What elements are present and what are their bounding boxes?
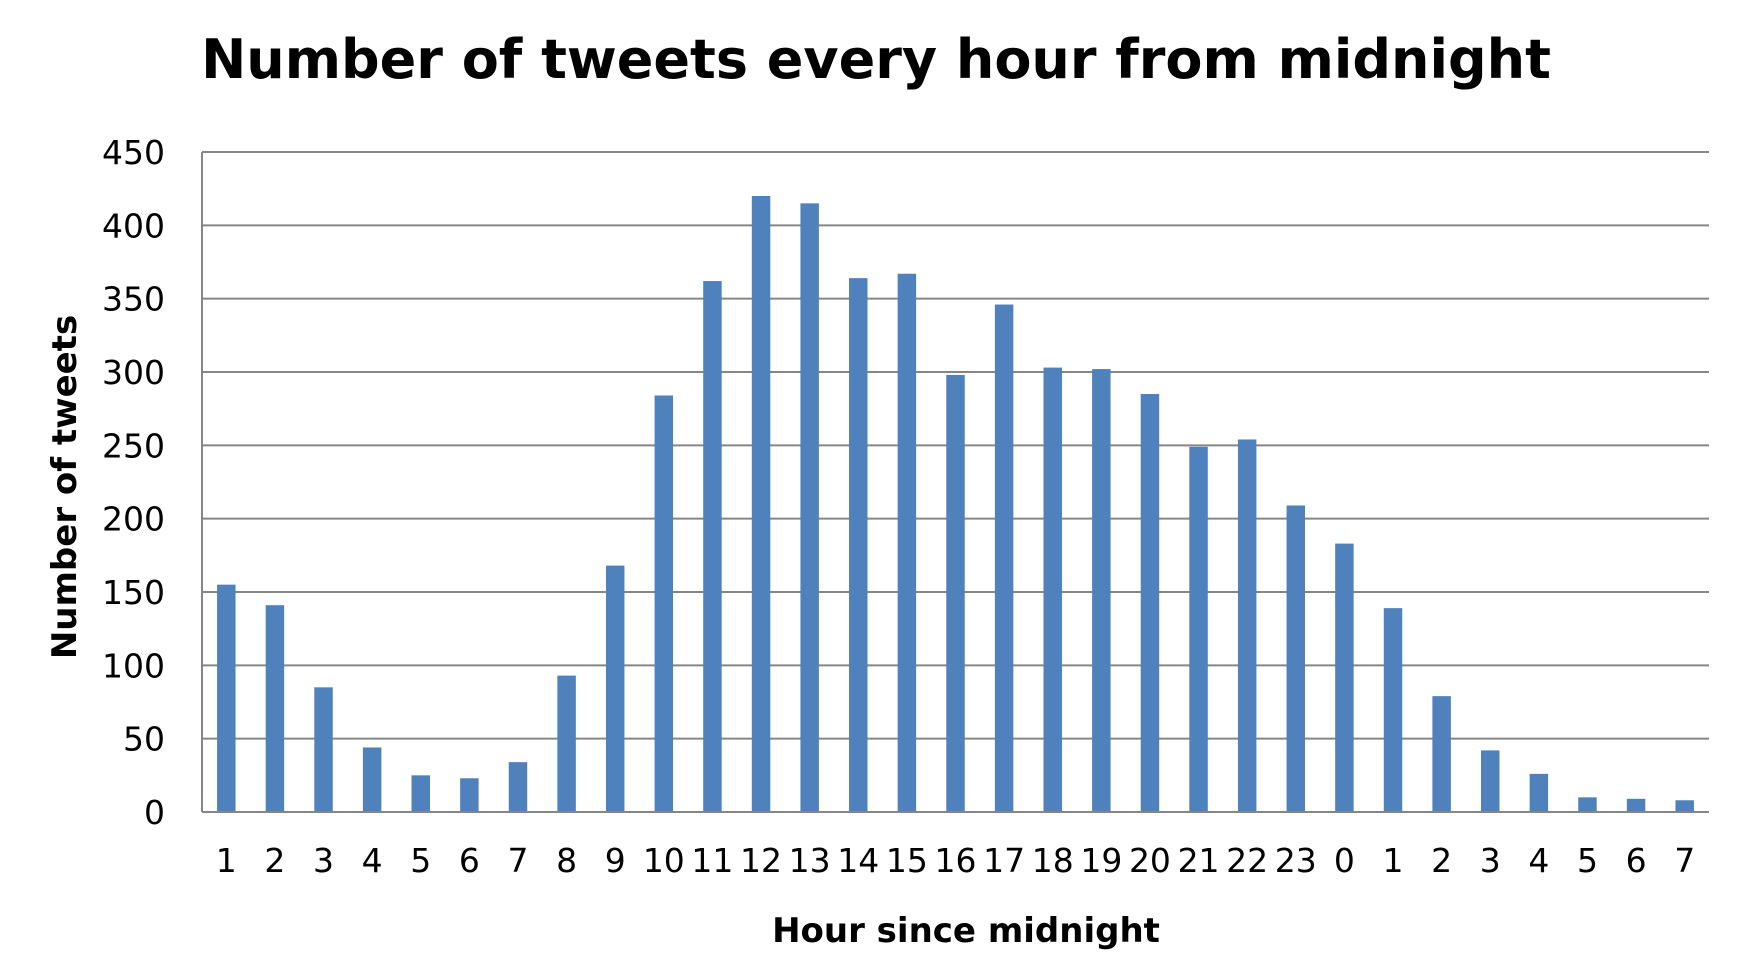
x-tick-label: 2 <box>1431 841 1452 880</box>
bar-25 <box>1383 608 1403 812</box>
y-tick-label: 250 <box>102 426 165 465</box>
bar-22 <box>1237 439 1257 812</box>
bar-23 <box>1286 505 1306 812</box>
x-tick-label: 9 <box>605 841 626 880</box>
bar-11 <box>703 281 722 813</box>
y-tick-labels: 0 50 100 150 200 250 300 350 400 450 <box>102 133 165 832</box>
x-tick-label: 5 <box>1577 841 1598 880</box>
bar-19 <box>1092 369 1111 812</box>
bar-3 <box>314 687 333 812</box>
x-tick-label: 7 <box>507 841 528 880</box>
bar-31 <box>1675 800 1694 812</box>
bar-6 <box>460 778 479 812</box>
x-tick-labels: 1 2 3 4 5 6 7 8 9 10 11 12 13 14 15 16 17 18 19 20 21 22 23 0 1 2… <box>216 841 1695 880</box>
x-tick-label: 21 <box>1178 841 1220 880</box>
bar-8 <box>557 675 576 812</box>
x-tick-label: 18 <box>1032 841 1074 880</box>
x-tick-label: 4 <box>362 841 383 880</box>
bar-12 <box>751 196 771 812</box>
x-tick-label: 3 <box>1480 841 1501 880</box>
y-tick-label: 100 <box>102 646 165 685</box>
bar-30 <box>1626 798 1646 812</box>
bar-17 <box>994 304 1014 812</box>
bar-2 <box>265 605 285 812</box>
x-tick-label: 14 <box>837 841 879 880</box>
bar-10 <box>654 395 674 812</box>
x-axis-title: Hour since midnight <box>772 911 1160 951</box>
x-tick-label: 16 <box>935 841 977 880</box>
bar-5 <box>411 775 430 812</box>
bar-1 <box>217 584 236 812</box>
bars <box>217 196 1694 813</box>
x-tick-label: 11 <box>691 841 733 880</box>
y-axis-title: Number of tweets <box>45 315 85 659</box>
x-tick-label: 6 <box>459 841 480 880</box>
x-tick-label: 5 <box>410 841 431 880</box>
x-tick-label: 15 <box>886 841 928 880</box>
y-tick-label: 50 <box>123 720 165 759</box>
x-tick-label: 1 <box>1383 841 1404 880</box>
y-tick-label: 200 <box>102 500 165 539</box>
bar-26 <box>1432 696 1451 812</box>
bar-16 <box>946 374 965 812</box>
bar-20 <box>1140 394 1160 812</box>
y-tick-label: 150 <box>102 573 165 612</box>
x-tick-label: 2 <box>264 841 285 880</box>
bar-9 <box>605 565 625 812</box>
bar-27 <box>1481 750 1500 812</box>
x-tick-label: 1 <box>216 841 237 880</box>
y-tick-label: 350 <box>102 280 165 319</box>
y-tick-label: 0 <box>144 793 165 832</box>
y-tick-label: 300 <box>102 353 165 392</box>
y-tick-label: 450 <box>102 133 165 172</box>
x-tick-label: 17 <box>983 841 1025 880</box>
bar-15 <box>897 273 917 812</box>
y-tick-label: 400 <box>102 206 165 245</box>
x-tick-label: 7 <box>1674 841 1695 880</box>
bar-13 <box>800 203 819 813</box>
bar-29 <box>1578 797 1597 812</box>
x-tick-label: 6 <box>1626 841 1647 880</box>
axes <box>201 152 1709 813</box>
x-tick-label: 23 <box>1275 841 1317 880</box>
bar-4 <box>362 747 382 812</box>
x-tick-label: 20 <box>1129 841 1171 880</box>
chart-title: Number of tweets every hour from midnigh… <box>201 28 1551 91</box>
bar-28 <box>1529 773 1549 812</box>
bar-21 <box>1189 446 1208 812</box>
x-tick-label: 22 <box>1226 841 1268 880</box>
x-tick-label: 13 <box>789 841 831 880</box>
x-tick-label: 8 <box>556 841 577 880</box>
bar-18 <box>1043 367 1062 812</box>
x-tick-label: 12 <box>740 841 782 880</box>
x-tick-label: 0 <box>1334 841 1355 880</box>
x-tick-label: 3 <box>313 841 334 880</box>
x-tick-label: 4 <box>1528 841 1549 880</box>
bar-14 <box>849 278 868 813</box>
x-tick-label: 19 <box>1080 841 1122 880</box>
bar-24 <box>1335 543 1354 812</box>
x-tick-label: 10 <box>643 841 685 880</box>
bar-7 <box>508 762 528 812</box>
